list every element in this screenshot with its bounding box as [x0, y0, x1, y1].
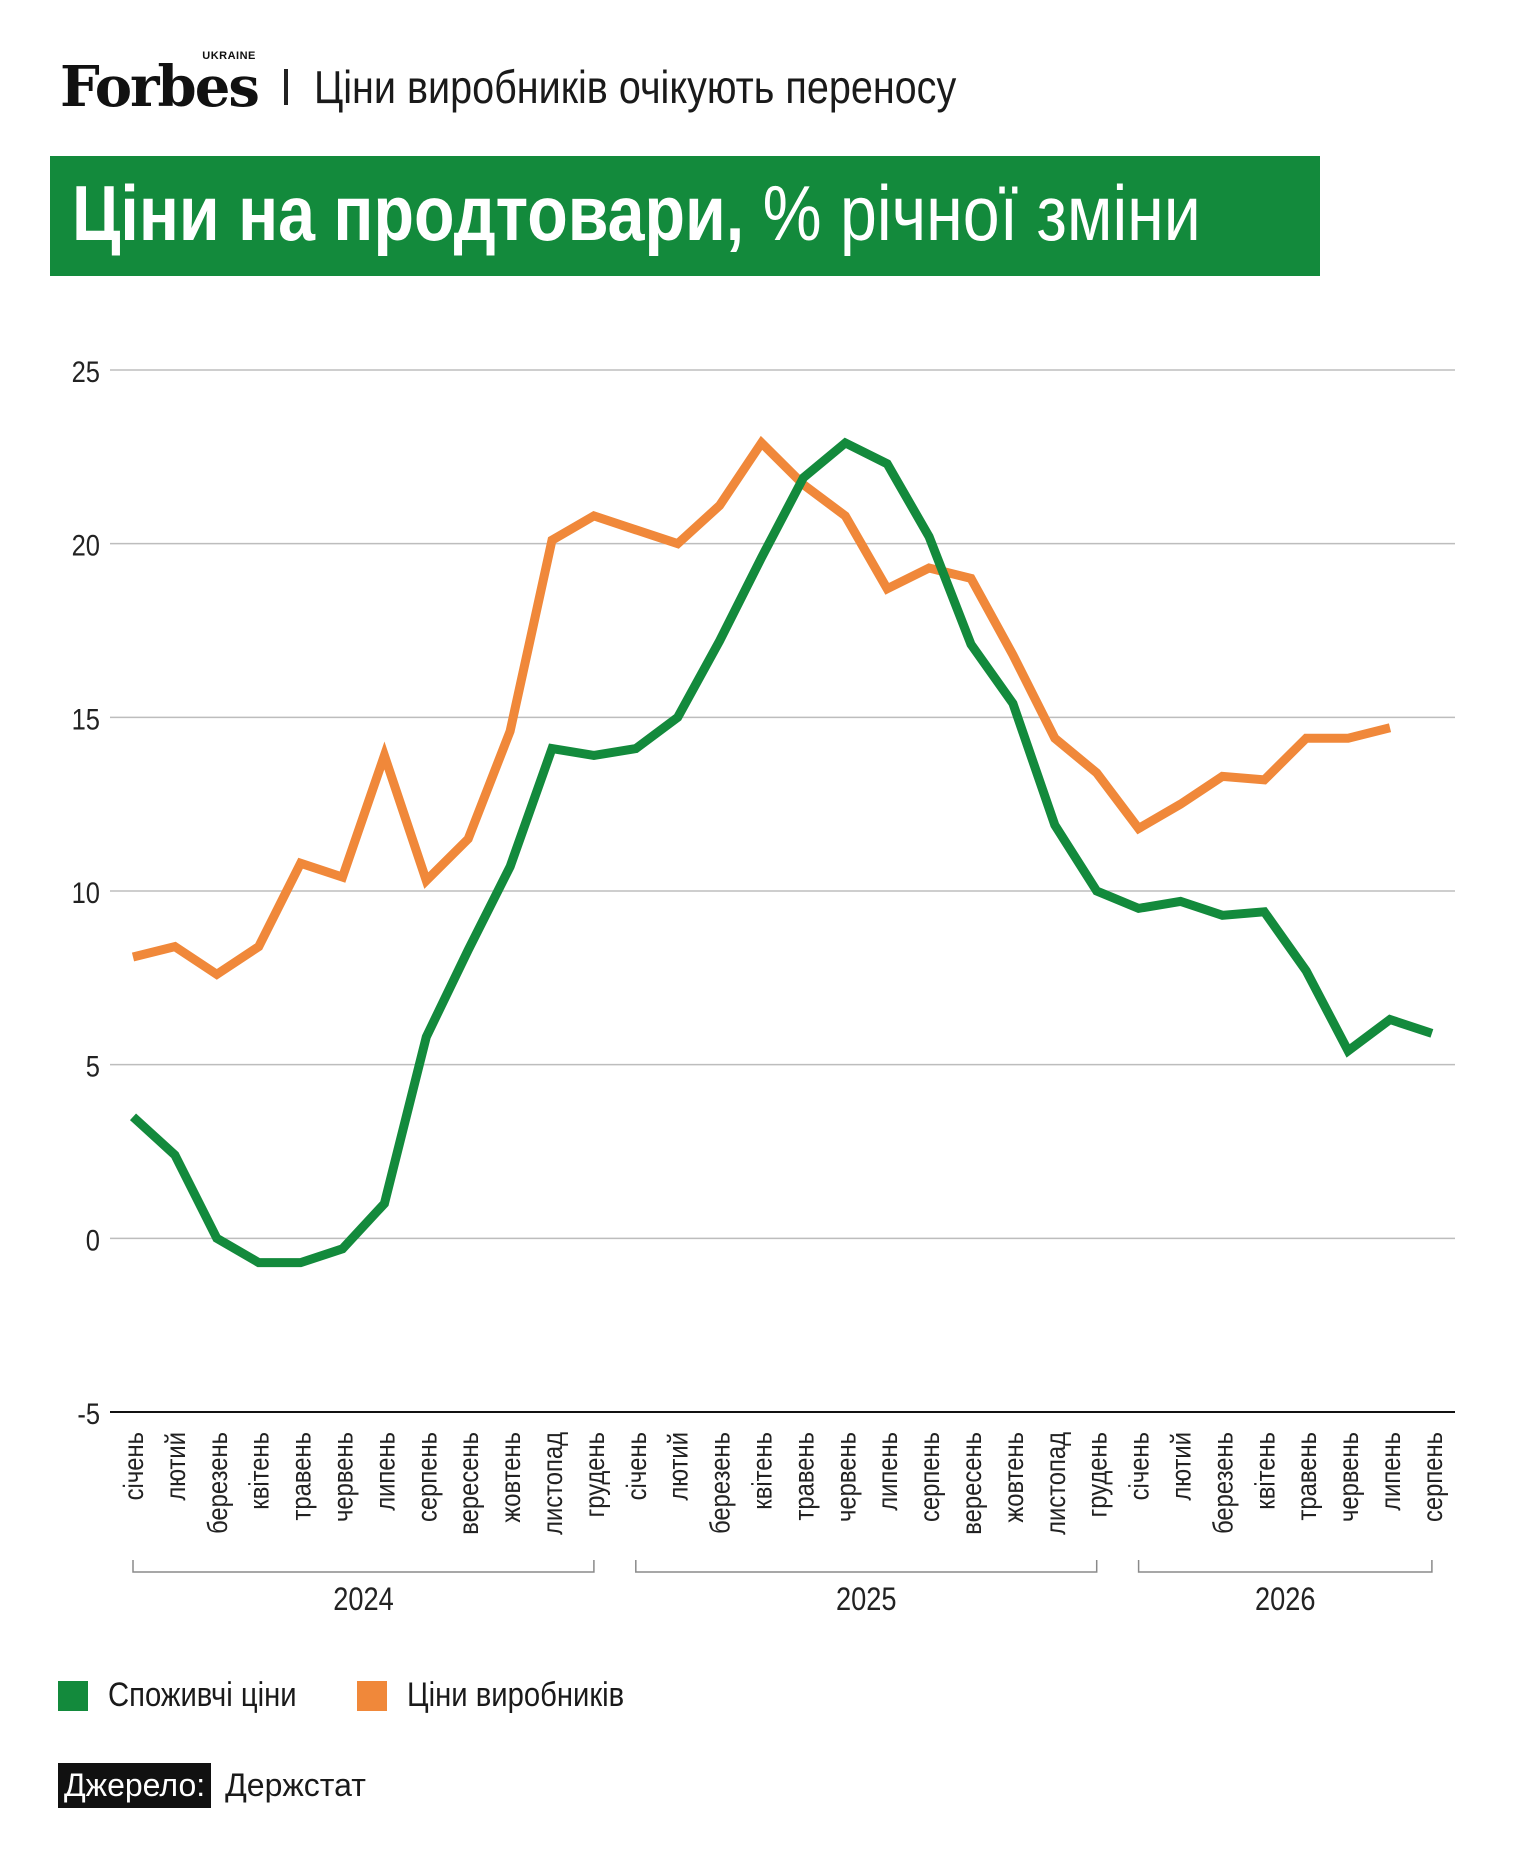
header-divider: [283, 69, 288, 105]
series-line-consumer: [129, 437, 1434, 1268]
x-tick-label: грудень: [1081, 1432, 1113, 1517]
x-tick-label: липень: [871, 1432, 903, 1511]
x-tick-label: лютий: [159, 1432, 191, 1501]
legend-label-producer: Ціни виробників: [407, 1676, 625, 1714]
x-tick-label: серпень: [1416, 1432, 1448, 1522]
legend: Споживчі ціни Ціни виробників: [58, 1676, 690, 1715]
legend-swatch-consumer: [58, 1680, 88, 1711]
x-tick-label: травень: [788, 1432, 820, 1520]
x-tick-label: жовтень: [494, 1432, 526, 1523]
series-line-producer: [131, 435, 1392, 980]
chart-title-bold: Ціни на продтовари,: [72, 169, 745, 257]
x-tick-label: лютий: [662, 1432, 694, 1501]
source-value: Держстат: [225, 1767, 366, 1803]
y-tick-label: 0: [86, 1223, 100, 1256]
logo-subtitle: UKRAINE: [202, 50, 256, 62]
x-tick-label: березень: [201, 1432, 233, 1534]
x-tick-label: червень: [1332, 1432, 1364, 1522]
y-tick-label: 10: [72, 876, 100, 909]
x-tick-label: січень: [620, 1432, 652, 1500]
year-label: 2025: [836, 1582, 896, 1618]
header-title: Ціни виробників очікують переносу: [313, 61, 957, 113]
x-tick-label: вересень: [452, 1432, 484, 1535]
x-tick-label: листопад: [536, 1432, 568, 1535]
x-tick-label: червень: [327, 1432, 359, 1522]
title-banner: Ціни на продтовари, % річної зміни: [50, 156, 1320, 276]
x-tick-label: липень: [1374, 1432, 1406, 1511]
x-tick-label: травень: [285, 1432, 317, 1520]
year-label: 2024: [333, 1582, 393, 1618]
legend-label-consumer: Споживчі ціни: [108, 1676, 297, 1714]
x-tick-label: квітень: [243, 1432, 275, 1510]
y-tick-label: 25: [72, 355, 100, 388]
x-tick-label: липень: [369, 1432, 401, 1511]
header: Forbes UKRAINE Ціни виробників очікують …: [60, 50, 1061, 122]
chart-title: Ціни на продтовари, % річної зміни: [72, 174, 1201, 252]
source: Джерело: Держстат: [58, 1763, 366, 1808]
y-tick-label: 15: [72, 702, 100, 735]
x-tick-label: червень: [829, 1432, 861, 1522]
x-tick-label: січень: [117, 1432, 149, 1500]
x-tick-label: серпень: [410, 1432, 442, 1522]
legend-item-consumer: Споживчі ціни: [58, 1676, 327, 1715]
x-tick-label: квітень: [746, 1432, 778, 1510]
x-tick-label: березень: [1207, 1432, 1239, 1534]
legend-item-producer: Ціни виробників: [357, 1676, 660, 1715]
y-tick-label: -5: [77, 1397, 100, 1430]
year-label: 2026: [1255, 1582, 1315, 1618]
x-tick-label: березень: [704, 1432, 736, 1534]
x-tick-label: вересень: [955, 1432, 987, 1535]
x-tick-label: квітень: [1248, 1432, 1280, 1510]
x-tick-label: січень: [1123, 1432, 1155, 1500]
source-label: Джерело:: [58, 1763, 212, 1808]
x-tick-label: серпень: [913, 1432, 945, 1522]
x-tick-label: грудень: [578, 1432, 610, 1517]
x-tick-label: лютий: [1165, 1432, 1197, 1501]
chart-title-rest: % річної зміни: [744, 169, 1201, 257]
year-bracket: [635, 1560, 1098, 1573]
forbes-logo: Forbes UKRAINE: [60, 50, 260, 120]
legend-swatch-producer: [357, 1680, 388, 1711]
x-tick-label: жовтень: [997, 1432, 1029, 1523]
y-tick-label: 5: [86, 1050, 100, 1083]
y-tick-label: 20: [72, 529, 100, 562]
x-tick-label: листопад: [1039, 1432, 1071, 1535]
year-bracket: [132, 1560, 595, 1573]
x-tick-label: травень: [1290, 1432, 1322, 1520]
year-bracket: [1137, 1560, 1433, 1573]
